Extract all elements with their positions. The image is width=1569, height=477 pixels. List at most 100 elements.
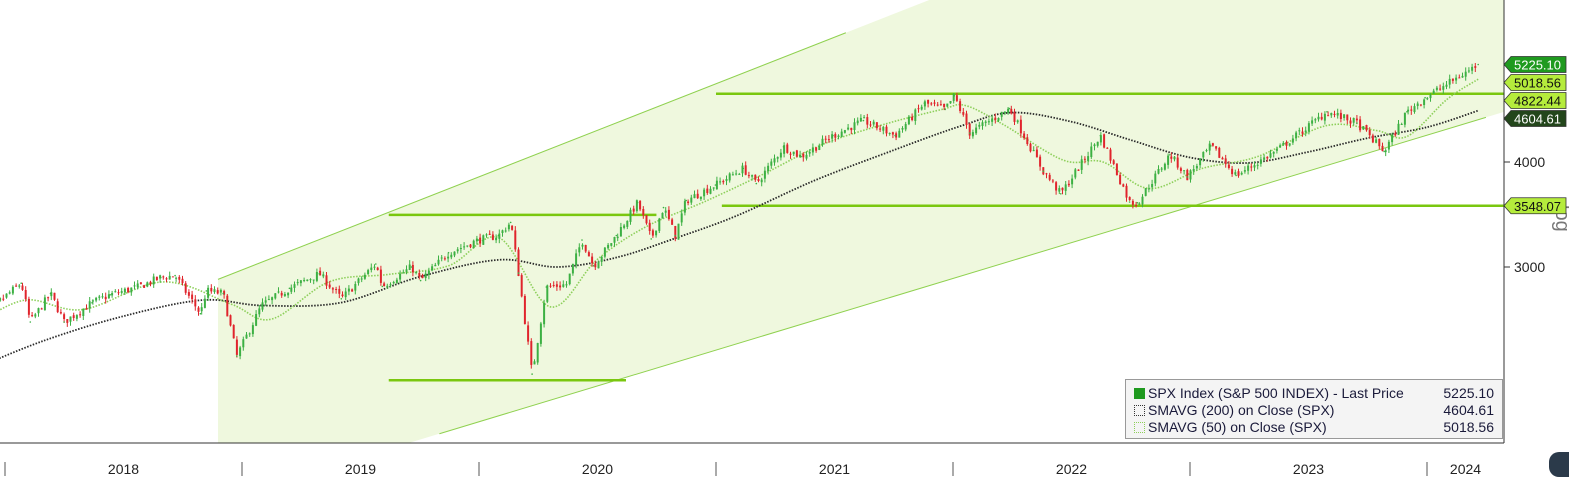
candle-body	[357, 278, 360, 284]
candle-body	[1317, 116, 1320, 120]
candle-body	[1131, 200, 1134, 205]
candle-body	[581, 244, 584, 247]
candle-body	[699, 196, 702, 199]
candle-body	[472, 240, 475, 248]
price-point	[160, 276, 162, 279]
candle-body	[546, 285, 549, 302]
price-point	[1136, 202, 1139, 204]
candle-body	[962, 112, 965, 115]
candle-body	[792, 151, 795, 155]
candle-body	[383, 283, 386, 286]
candle-body	[1077, 169, 1080, 171]
candle-body	[955, 95, 958, 101]
candle-body	[674, 226, 677, 239]
candle-body	[66, 319, 69, 323]
candle-body	[635, 200, 638, 212]
price-point	[1383, 150, 1385, 153]
candle-body	[632, 208, 635, 212]
candle-body	[312, 279, 315, 281]
candle-body	[744, 165, 747, 175]
candle-body	[1416, 103, 1419, 106]
candle-body	[1157, 169, 1160, 174]
price-point	[953, 95, 956, 97]
candle-body	[1183, 170, 1186, 172]
candle-body	[1336, 113, 1339, 116]
candle-body	[642, 209, 645, 216]
price-tag-5018.56	[1503, 74, 1567, 91]
candle-body	[1378, 139, 1381, 147]
candle-body	[1163, 163, 1166, 170]
scale-toggle-icon[interactable]	[1549, 452, 1569, 477]
candle-body	[1208, 143, 1211, 151]
candle-body	[1368, 130, 1371, 136]
candle-body	[392, 282, 395, 284]
price-point	[592, 265, 595, 267]
candle-body	[1074, 169, 1077, 178]
candle-body	[959, 101, 962, 111]
candle-body	[623, 225, 626, 228]
candle-body	[866, 117, 869, 125]
price-point	[832, 134, 834, 137]
candle-body	[501, 230, 504, 233]
candle-body	[690, 197, 693, 203]
candle-body	[1282, 142, 1285, 145]
candle-body	[1035, 149, 1038, 158]
candle-body	[207, 287, 210, 298]
candle-body	[843, 130, 846, 133]
legend-swatch-sma50	[1134, 422, 1145, 433]
candle-body	[552, 285, 555, 286]
price-point	[497, 234, 500, 237]
candle-body	[98, 296, 101, 298]
candle-body	[1029, 143, 1032, 152]
candle-body	[344, 291, 347, 298]
candle-body	[75, 315, 78, 319]
candle-body	[264, 300, 267, 303]
legend-box: SPX Index (S&P 500 INDEX) - Last Price 5…	[1125, 379, 1503, 439]
candle-body	[952, 93, 955, 101]
candle-body	[0, 298, 2, 301]
price-point	[205, 290, 208, 292]
price-point	[969, 132, 971, 134]
candle-body	[101, 296, 104, 298]
candle-body	[1429, 94, 1432, 99]
candle-body	[18, 285, 21, 287]
candle-body	[600, 256, 603, 262]
price-point	[894, 134, 896, 137]
candle-body	[911, 116, 914, 120]
candle-body	[1403, 112, 1406, 125]
price-point	[410, 266, 413, 268]
candle-body	[1295, 132, 1298, 138]
candle-body	[539, 323, 542, 344]
price-point	[174, 274, 176, 277]
candle-body	[1010, 108, 1013, 114]
price-tag-3548.07	[1503, 197, 1567, 215]
price-point	[419, 279, 422, 282]
x-year-label-2023: 2023	[1293, 461, 1324, 477]
candle-body	[1039, 156, 1042, 167]
candle-body	[882, 126, 885, 131]
candle-body	[1413, 106, 1416, 112]
candle-body	[162, 276, 165, 278]
candle-body	[626, 220, 629, 227]
candle-body	[1256, 164, 1259, 166]
candle-body	[434, 264, 437, 267]
price-point	[318, 273, 321, 275]
candle-body	[469, 244, 472, 248]
candle-body	[1327, 115, 1330, 117]
candle-body	[15, 285, 18, 287]
candle-body	[991, 118, 994, 122]
candle-body	[338, 288, 341, 294]
candle-body	[1007, 108, 1010, 113]
candle-body	[850, 127, 853, 131]
candle-body	[168, 275, 171, 280]
candle-body	[978, 124, 981, 127]
price-point	[477, 239, 480, 241]
candle-body	[431, 266, 434, 271]
candle-body	[88, 301, 91, 309]
candle-body	[1125, 185, 1128, 198]
x-year-label-2019: 2019	[345, 461, 376, 477]
candle-body	[773, 158, 776, 163]
price-tag-label-5018.56: 5018.56	[1514, 75, 1561, 90]
price-point	[137, 286, 139, 288]
